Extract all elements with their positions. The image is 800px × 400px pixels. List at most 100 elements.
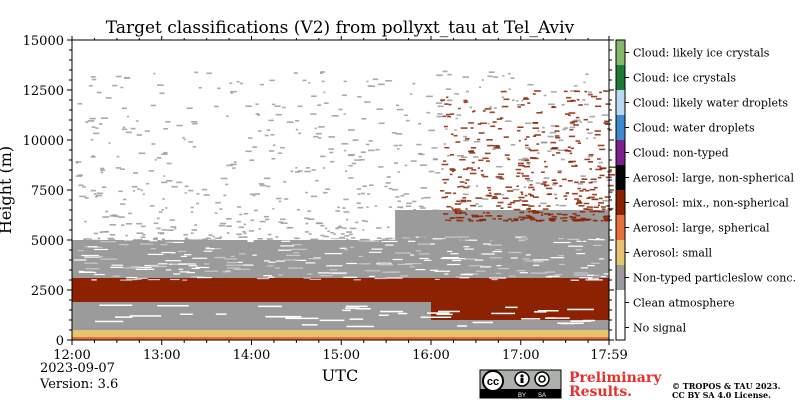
noise-streak bbox=[247, 240, 254, 243]
noise-streak bbox=[290, 267, 303, 269]
scatter-pixel bbox=[133, 239, 140, 241]
noise-streak bbox=[447, 250, 453, 252]
scatter-pixel bbox=[597, 165, 602, 168]
scatter-pixel bbox=[477, 215, 484, 218]
scatter-pixel bbox=[170, 226, 177, 228]
scatter-pixel bbox=[463, 186, 470, 189]
scatter-pixel bbox=[236, 80, 240, 83]
noise-streak bbox=[184, 254, 192, 256]
scatter-pixel bbox=[542, 181, 548, 183]
scatter-pixel bbox=[557, 170, 563, 172]
scatter-pixel bbox=[348, 177, 354, 179]
scatter-pixel bbox=[236, 233, 242, 236]
scatter-pixel bbox=[586, 206, 593, 208]
scatter-pixel bbox=[536, 152, 540, 154]
scatter-pixel bbox=[83, 238, 86, 240]
scatter-pixel bbox=[575, 116, 580, 119]
scatter-pixel bbox=[418, 122, 422, 125]
scatter-pixel bbox=[218, 224, 225, 227]
noise-streak bbox=[374, 277, 387, 280]
noise-streak bbox=[431, 238, 446, 240]
scatter-pixel bbox=[162, 239, 166, 241]
scatter-pixel bbox=[328, 136, 335, 138]
noise-streak bbox=[545, 276, 553, 278]
noise-streak bbox=[329, 269, 338, 271]
scatter-pixel bbox=[151, 143, 156, 145]
scatter-pixel bbox=[226, 232, 230, 234]
noise-streak bbox=[358, 255, 363, 257]
noise-streak bbox=[442, 257, 459, 259]
noise-streak bbox=[339, 247, 347, 249]
scatter-pixel bbox=[176, 124, 183, 127]
scatter-pixel bbox=[527, 163, 530, 166]
scatter-pixel bbox=[385, 182, 391, 184]
scatter-pixel bbox=[140, 225, 146, 228]
scatter-pixel bbox=[607, 207, 614, 210]
scatter-pixel bbox=[468, 220, 474, 222]
scatter-pixel bbox=[597, 176, 602, 179]
scatter-pixel bbox=[405, 234, 412, 236]
scatter-pixel bbox=[215, 201, 221, 204]
noise-streak bbox=[211, 248, 221, 250]
scatter-pixel bbox=[335, 210, 340, 212]
scatter-pixel bbox=[498, 218, 502, 220]
scatter-pixel bbox=[601, 212, 604, 214]
noise-streak bbox=[385, 244, 394, 246]
scatter-pixel bbox=[503, 136, 509, 138]
scatter-pixel bbox=[568, 161, 571, 163]
scatter-pixel bbox=[320, 225, 325, 227]
x-tick-label: 15:00 bbox=[323, 348, 360, 363]
noise-streak bbox=[558, 238, 567, 240]
scatter-pixel bbox=[238, 226, 244, 229]
scatter-pixel bbox=[388, 206, 393, 208]
noise-streak bbox=[346, 325, 374, 328]
scatter-pixel bbox=[604, 120, 610, 123]
scatter-pixel bbox=[266, 238, 273, 240]
scatter-pixel bbox=[567, 150, 572, 152]
scatter-pixel bbox=[546, 205, 551, 207]
scatter-pixel bbox=[97, 239, 101, 242]
noise-streak bbox=[326, 265, 343, 267]
scatter-pixel bbox=[523, 232, 530, 234]
scatter-pixel bbox=[346, 239, 349, 241]
scatter-pixel bbox=[605, 219, 610, 222]
scatter-pixel bbox=[115, 75, 122, 78]
scatter-pixel bbox=[541, 217, 545, 220]
scatter-pixel bbox=[184, 238, 189, 241]
scatter-pixel bbox=[596, 224, 600, 227]
scatter-pixel bbox=[556, 213, 562, 215]
scatter-pixel bbox=[513, 200, 520, 202]
scatter-pixel bbox=[470, 127, 474, 129]
noise-streak bbox=[73, 259, 87, 261]
footer-date: 2023-09-07 bbox=[40, 361, 115, 376]
cc-license-badge: cc BY SA bbox=[479, 369, 562, 399]
scatter-pixel bbox=[504, 237, 507, 239]
scatter-pixel bbox=[574, 198, 580, 200]
scatter-pixel bbox=[448, 103, 452, 106]
scatter-pixel bbox=[477, 138, 481, 141]
scatter-pixel bbox=[348, 233, 353, 236]
scatter-pixel bbox=[374, 205, 378, 207]
scatter-pixel bbox=[308, 82, 311, 84]
scatter-pixel bbox=[554, 197, 558, 200]
scatter-pixel bbox=[547, 150, 552, 152]
noise-streak bbox=[464, 258, 477, 260]
scatter-pixel bbox=[77, 103, 83, 105]
scatter-pixel bbox=[572, 213, 577, 215]
scatter-pixel bbox=[524, 217, 531, 219]
scatter-pixel bbox=[493, 76, 499, 78]
scatter-pixel bbox=[588, 196, 595, 199]
scatter-pixel bbox=[511, 237, 518, 240]
scatter-pixel bbox=[338, 108, 343, 111]
scatter-pixel bbox=[601, 235, 609, 238]
scatter-pixel bbox=[446, 113, 450, 116]
scatter-pixel bbox=[481, 79, 484, 81]
scatter-pixel bbox=[584, 232, 588, 234]
scatter-pixel bbox=[445, 128, 448, 130]
scatter-pixel bbox=[417, 152, 423, 155]
scatter-pixel bbox=[480, 228, 485, 230]
y-tick-label: 10000 bbox=[23, 134, 64, 149]
scatter-pixel bbox=[442, 228, 448, 230]
noise-streak bbox=[415, 250, 421, 252]
colorbar-swatch bbox=[616, 190, 625, 215]
